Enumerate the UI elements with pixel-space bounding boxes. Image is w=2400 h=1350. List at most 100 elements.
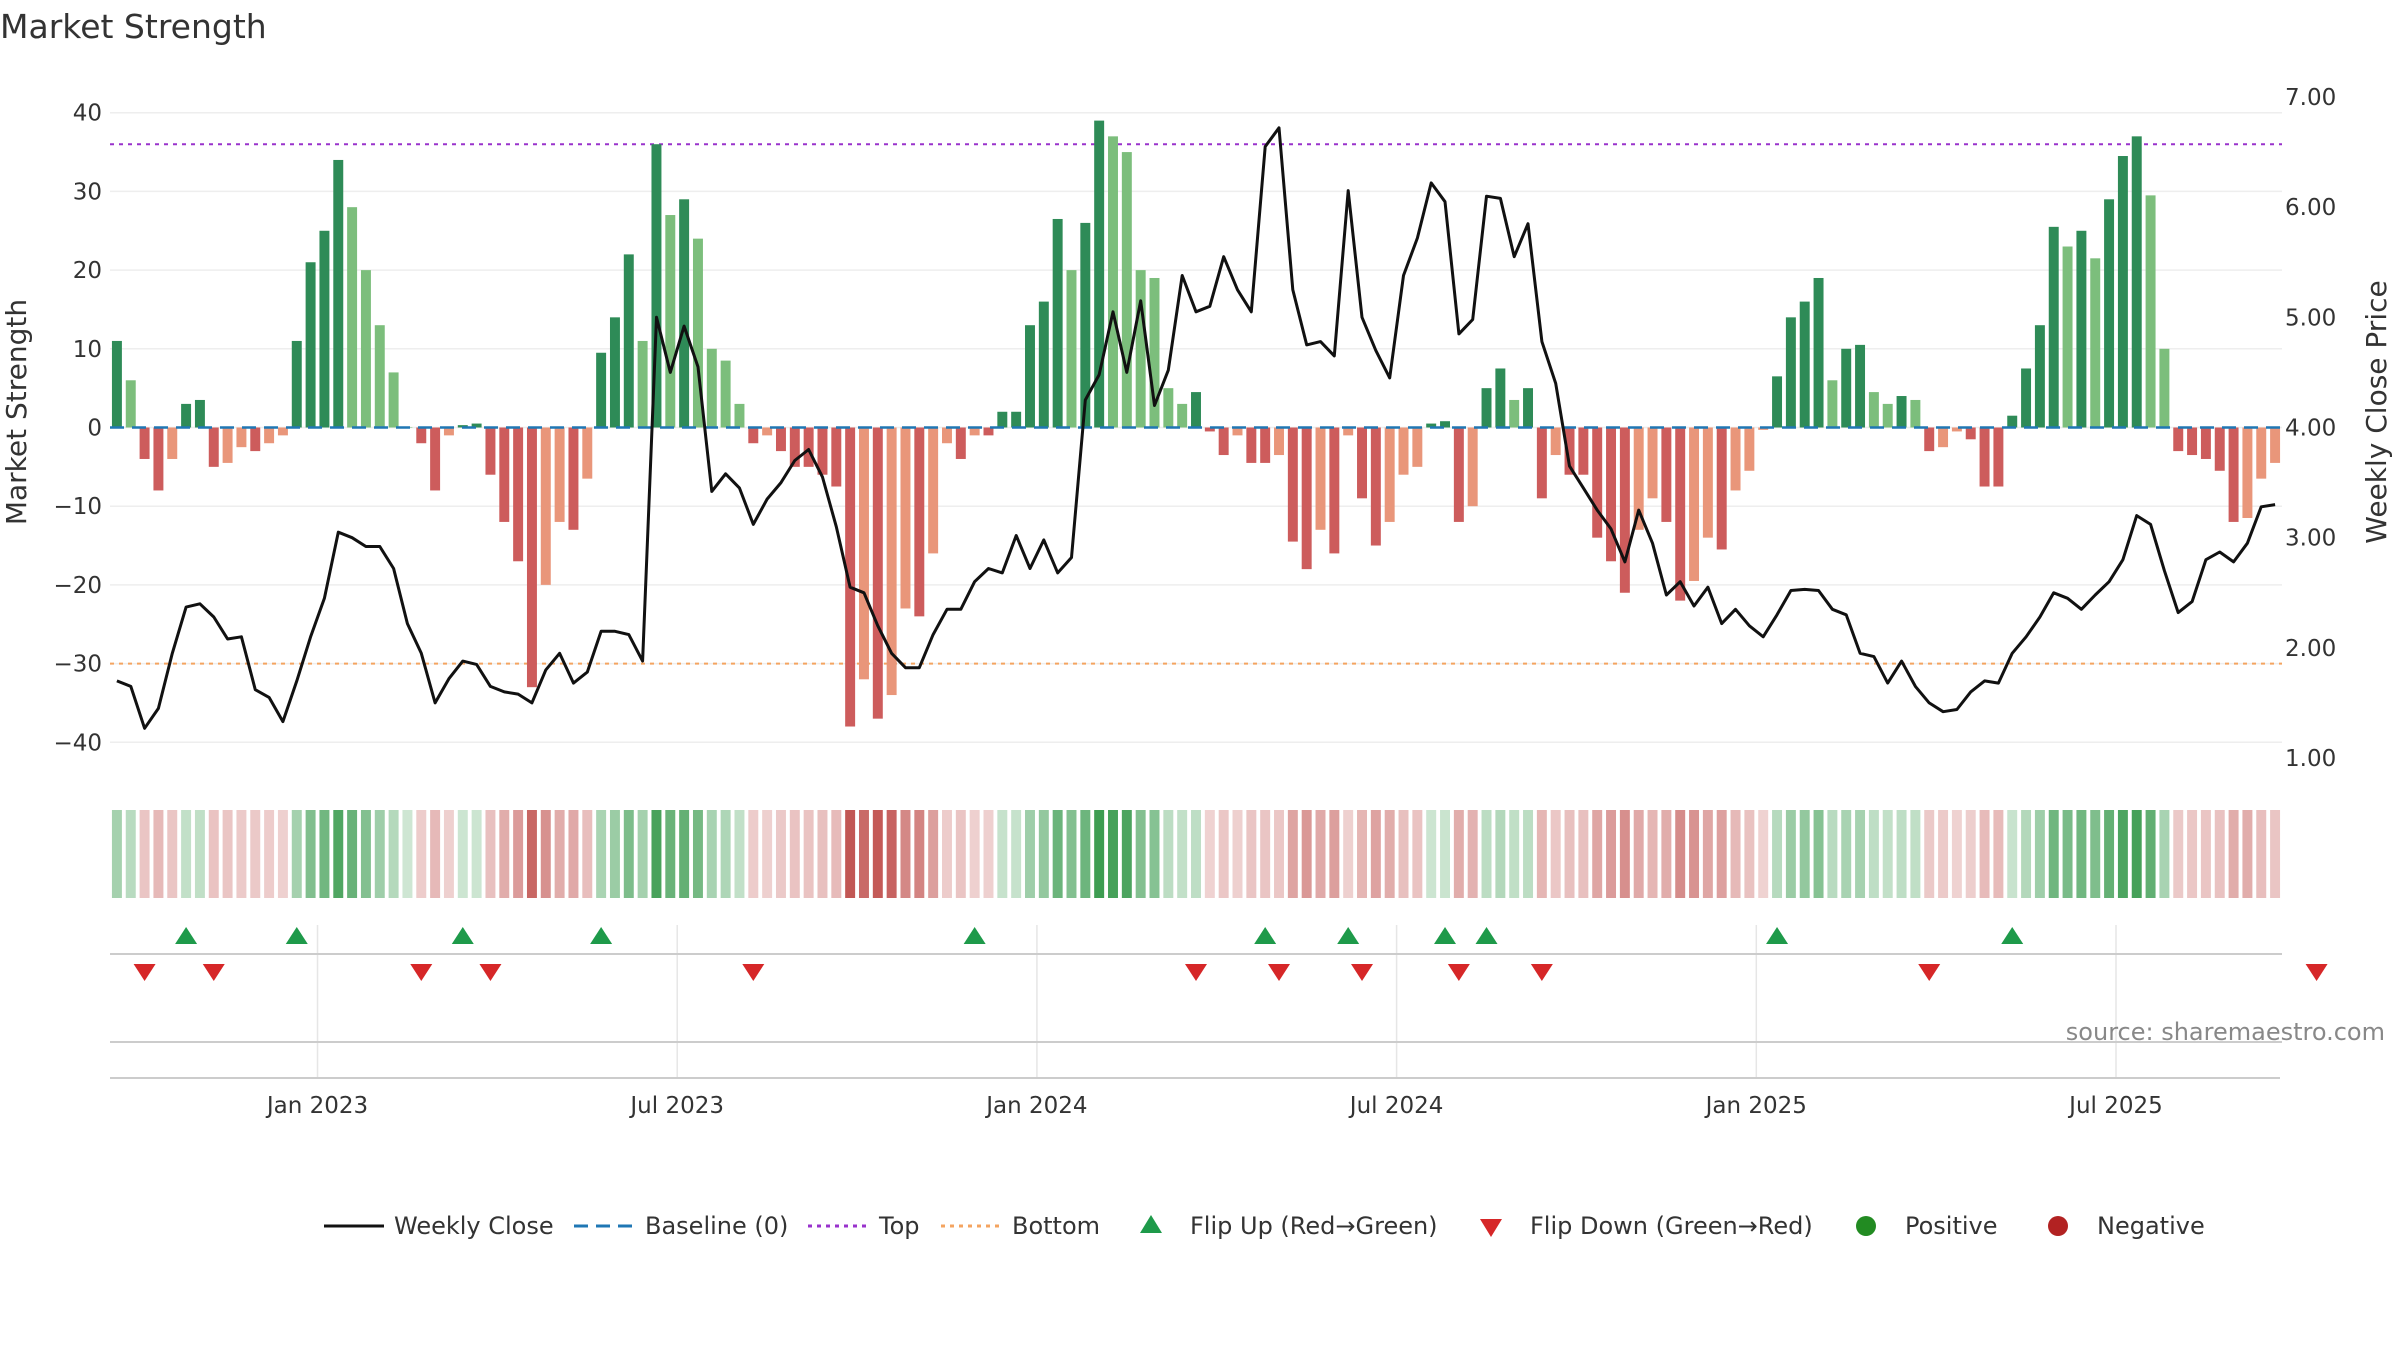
- strength-bar: [264, 427, 275, 444]
- legend-item-negative: Negative: [2048, 1212, 2205, 1240]
- heat-cell: [1799, 810, 1810, 898]
- heat-cell: [1481, 810, 1492, 898]
- flip-up-marker: [1337, 927, 1360, 944]
- strength-bar: [2048, 226, 2059, 428]
- right-tick-label: 3.00: [2285, 526, 2336, 552]
- strength-bar: [2034, 325, 2045, 428]
- heat-cell: [1453, 810, 1464, 898]
- heat-cell: [1633, 810, 1644, 898]
- strength-bar: [2200, 427, 2211, 459]
- strength-bar: [277, 427, 288, 436]
- strength-bar: [388, 372, 399, 428]
- strength-bar: [1730, 427, 1741, 491]
- strength-bar: [942, 427, 952, 444]
- heat-cell: [1785, 810, 1796, 898]
- heat-cell: [1855, 810, 1866, 898]
- flip-markers: [133, 927, 2328, 981]
- strength-bar: [1066, 270, 1077, 428]
- heat-cell: [443, 810, 454, 898]
- strength-bar: [582, 427, 593, 479]
- heat-cell: [1564, 810, 1575, 898]
- heat-cell: [1702, 810, 1713, 898]
- legend: Weekly Close Baseline (0) Top Bottom Fli…: [324, 1212, 2205, 1240]
- strength-bar: [2007, 415, 2018, 428]
- strength-bar: [1025, 325, 1035, 428]
- heat-cell: [1177, 810, 1188, 898]
- strength-bar: [1301, 427, 1312, 570]
- strength-bar: [1675, 427, 1686, 601]
- strength-bar: [1813, 277, 1824, 428]
- left-tick-label: 10: [73, 337, 102, 363]
- strength-bar: [305, 262, 316, 428]
- legend-item-flip-up: Flip Up (Red→Green): [1140, 1212, 1438, 1240]
- heat-cell: [942, 810, 952, 898]
- legend-item-bottom: Bottom: [941, 1212, 1100, 1240]
- strength-bar: [1108, 136, 1118, 428]
- legend-label-positive: Positive: [1905, 1212, 1998, 1240]
- strength-bar: [692, 238, 703, 428]
- strength-bar: [762, 427, 773, 436]
- strength-bar: [720, 360, 731, 428]
- left-tick-label: 40: [73, 101, 102, 127]
- strength-bar: [430, 427, 441, 491]
- heat-cell: [305, 810, 316, 898]
- strength-bar: [2159, 348, 2170, 428]
- heat-cell: [775, 810, 786, 898]
- strength-bar: [347, 207, 358, 428]
- heat-cell: [665, 810, 676, 898]
- strength-bar: [1550, 427, 1561, 456]
- strength-bar: [1080, 222, 1091, 428]
- strength-bar: [194, 399, 205, 428]
- heat-cell: [1384, 810, 1395, 898]
- strength-bar: [1924, 427, 1935, 452]
- flip-up-marker: [285, 927, 308, 944]
- strength-bar: [637, 340, 648, 428]
- flip-down-marker: [133, 964, 156, 981]
- legend-item-positive: Positive: [1856, 1212, 1998, 1240]
- strength-bar: [651, 144, 662, 428]
- strength-bar: [1592, 427, 1603, 538]
- strength-bar: [139, 427, 150, 459]
- strength-bar: [1772, 376, 1783, 428]
- x-tick-label: Jul 2023: [628, 1093, 724, 1119]
- strength-bar: [1827, 380, 1838, 428]
- gridlines: [110, 111, 2282, 1078]
- flip-down-marker: [1447, 964, 1470, 981]
- heat-cell: [1315, 810, 1326, 898]
- heat-cell: [1509, 810, 1520, 898]
- strength-bar: [1274, 427, 1284, 456]
- strength-bar: [485, 427, 496, 475]
- flip-up-marker: [451, 927, 474, 944]
- heat-cell: [125, 810, 136, 898]
- heat-cell: [1523, 810, 1534, 898]
- heat-cell: [416, 810, 427, 898]
- heat-cell: [2034, 810, 2045, 898]
- strength-bar: [914, 427, 925, 617]
- strength-bar: [872, 427, 883, 719]
- heat-cell: [1357, 810, 1367, 898]
- heat-cell: [2159, 810, 2170, 898]
- flip-down-marker: [1185, 964, 1207, 981]
- strength-bar: [1163, 388, 1174, 428]
- strength-bar: [1744, 427, 1755, 471]
- strength-bar: [1218, 427, 1229, 456]
- strength-bar: [1702, 427, 1713, 538]
- heat-cell: [2214, 810, 2225, 898]
- heat-cell: [692, 810, 703, 898]
- heat-cell: [471, 810, 482, 898]
- flip-up-marker: [1766, 927, 1789, 944]
- heat-cell: [111, 810, 122, 898]
- x-tick-label: Jul 2024: [1348, 1093, 1444, 1119]
- strength-bar: [928, 427, 939, 554]
- heat-cell: [1426, 810, 1437, 898]
- right-axis-label: Weekly Close Price: [2360, 280, 2393, 543]
- strength-bar: [706, 348, 717, 428]
- right-axis-ticks: 7.00 6.00 5.00 4.00 3.00 2.00 1.00: [2285, 85, 2336, 772]
- strength-bar: [955, 427, 966, 459]
- left-axis-ticks: 40 30 20 10 0 −10 −20 −30 −40: [53, 101, 102, 757]
- strength-bar: [734, 403, 745, 428]
- heat-cell: [277, 810, 288, 898]
- strength-bar: [1232, 427, 1243, 436]
- heat-cell: [540, 810, 551, 898]
